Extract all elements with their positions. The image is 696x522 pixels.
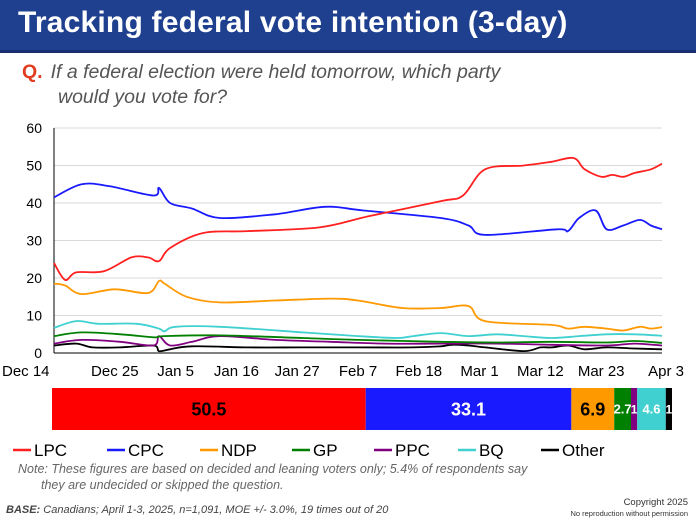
survey-question: Q. If a federal election were held tomorr… [22,60,662,110]
y-tick-label: 30 [26,233,42,249]
bar-segment-bq [637,388,666,430]
x-tick-label: Feb 18 [395,363,442,380]
base-label: BASE: [6,504,41,516]
bar-label-bq: 4.6 [642,402,660,417]
bar-segment-gp [614,388,631,430]
bar-segment-cpc [365,388,572,430]
question-line-1: If a federal election were held tomorrow… [50,61,501,83]
base-footnote: BASE: Canadians; April 1-3, 2025, n=1,09… [6,504,388,516]
title-bar: Tracking federal vote intention (3-day) [0,0,696,53]
series-line-ppc [53,335,663,347]
y-tick-label: 50 [26,158,42,174]
bar-segment-ppc [630,388,638,430]
question-line-2: would you vote for? [58,86,228,108]
legend-label-other: Other [562,441,605,460]
legend-label-cpc: CPC [128,441,164,460]
legend-label-ppc: PPC [395,441,430,460]
x-tick-label: Mar 23 [578,363,625,380]
bar-segment-lpc [52,388,366,430]
legend-label-ndp: NDP [221,441,257,460]
bar-label-gp: 2.7 [614,402,632,417]
note-line-1: Note: These figures are based on decided… [18,462,528,476]
note-line-2: they are undecided or skipped the questi… [41,478,284,492]
series-line-cpc [53,182,663,236]
y-tick-label: 0 [34,345,42,361]
bar-label-lpc: 50.5 [191,399,226,419]
y-tick-label: 40 [26,195,42,211]
question-prefix: Q. [22,61,43,83]
base-text: Canadians; April 1-3, 2025, n=1,091, MOE… [40,504,389,516]
x-tick-label: Dec 14 [2,363,50,380]
series-line-lpc [53,156,663,281]
x-tick-label: Jan 27 [275,363,320,380]
series-line-gp [53,331,663,344]
y-tick-label: 60 [26,120,42,136]
x-tick-label: Dec 25 [91,363,139,380]
series-line-ndp [53,279,663,332]
chart-note: Note: These figures are based on decided… [18,461,618,493]
x-tick-label: Mar 1 [460,363,498,380]
bar-label-ppc: 1 [631,402,638,416]
y-tick-label: 10 [26,308,42,324]
reproduction-notice: No reproduction without permission [570,509,688,518]
bar-label-other: 1 [666,402,673,416]
bar-label-ndp: 6.9 [580,399,605,419]
legend-label-gp: GP [313,441,338,460]
series-line-bq [53,320,663,339]
page-title: Tracking federal vote intention (3-day) [18,6,568,39]
legend-label-lpc: LPC [34,441,67,460]
x-tick-label: Jan 5 [157,363,194,380]
y-tick-label: 20 [26,270,42,286]
bar-segment-ndp [571,388,615,430]
bar-segment-other [665,388,672,430]
x-tick-label: Mar 12 [517,363,564,380]
x-tick-label: Jan 16 [214,363,259,380]
x-tick-label: Apr 3 [648,363,684,380]
legend-label-bq: BQ [479,441,504,460]
bar-label-cpc: 33.1 [451,399,486,419]
copyright-line: Copyright 2025 [623,497,688,508]
copyright-notice: Copyright 2025 No reproduction without p… [570,497,688,519]
x-tick-label: Feb 7 [339,363,377,380]
